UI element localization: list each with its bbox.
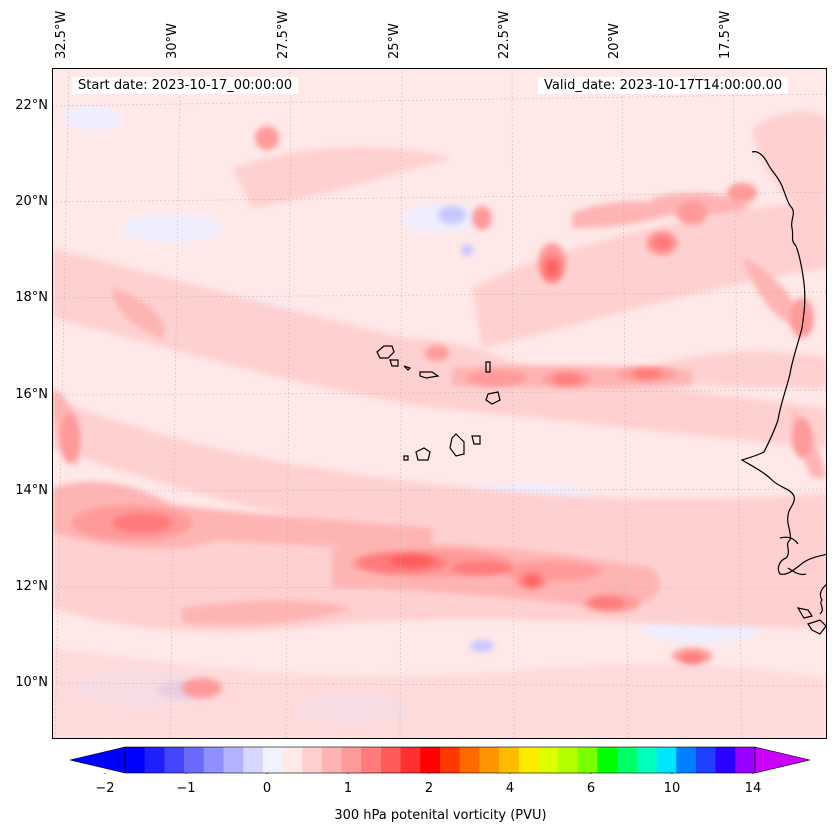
colorbar-cell [440, 747, 461, 773]
colorbar-cells [125, 747, 756, 773]
colorbar-extend-high [754, 746, 810, 774]
colorbar-cell [184, 747, 205, 773]
colorbar-cell [400, 747, 421, 773]
lon-label-17-5w: 17.5°W [718, 10, 733, 59]
lat-label-10n: 10°N [15, 675, 48, 690]
pv-red-cores [112, 235, 702, 663]
pv-strong-cores [390, 261, 557, 585]
start-date-label: Start date: 2023-10-17_00:00:00 [72, 77, 299, 94]
colorbar-cell [361, 747, 382, 773]
colorbar-frame [124, 746, 756, 774]
colorbar-cell [125, 747, 146, 773]
colorbar-cell [597, 747, 618, 773]
colorbar-title: 300 hPa potenital vorticity (PVU) [334, 808, 547, 823]
colorbar-cell [223, 747, 244, 773]
colorbar-cell [676, 747, 697, 773]
colorbar-cell [321, 747, 343, 773]
lon-label-30w: 30°W [165, 23, 180, 59]
colorbar-cell [380, 747, 402, 773]
lon-label-20w: 20°W [607, 23, 622, 59]
colorbar-tick-2: 2 [424, 781, 434, 796]
colorbar-cell [558, 747, 579, 773]
colorbar-cell [243, 747, 264, 773]
colorbar-tick-10: 10 [663, 781, 681, 796]
colorbar-tick-0: 0 [262, 781, 272, 796]
colorbar-tick-6: 6 [586, 781, 596, 796]
colorbar-cell [164, 747, 185, 773]
colorbar-cell [203, 747, 224, 773]
colorbar-cell [577, 747, 598, 773]
colorbar-cell [499, 747, 520, 773]
colorbar-cell [341, 747, 362, 773]
colorbar-tick-minus2: −2 [95, 781, 115, 796]
colorbar-cell [695, 747, 717, 773]
colorbar-cell [144, 747, 165, 773]
colorbar [70, 746, 810, 774]
colorbar-cell [459, 747, 480, 773]
cape-verde-islands [376, 345, 501, 461]
colorbar-cell [538, 747, 559, 773]
colorbar-cell [715, 747, 736, 773]
colorbar-tick-4: 4 [505, 781, 515, 796]
colorbar-cell [518, 747, 539, 773]
lon-label-32-5w: 32.5°W [54, 10, 69, 59]
colorbar-cell [420, 747, 441, 773]
colorbar-cell [617, 747, 638, 773]
colorbar-cell [262, 747, 283, 773]
colorbar-ticks [104, 773, 754, 774]
lat-label-20n: 20°N [15, 194, 48, 209]
valid-date-label: Valid_date: 2023-10-17T14:00:00.00 [538, 77, 789, 94]
lat-label-16n: 16°N [15, 387, 48, 402]
lon-label-27-5w: 27.5°W [276, 10, 291, 59]
colorbar-extend-low [70, 746, 126, 774]
lon-label-25w: 25°W [387, 23, 402, 59]
lon-label-22-5w: 22.5°W [497, 10, 512, 59]
lat-label-12n: 12°N [15, 579, 48, 594]
pv-map [52, 68, 827, 739]
lat-label-14n: 14°N [15, 483, 48, 498]
lat-label-22n: 22°N [15, 98, 48, 113]
colorbar-cell [302, 747, 323, 773]
coastline [740, 151, 827, 635]
colorbar-tick-1: 1 [343, 781, 353, 796]
lat-label-18n: 18°N [15, 290, 48, 305]
colorbar-cell [656, 747, 677, 773]
colorbar-cell [479, 747, 500, 773]
colorbar-tick-minus1: −1 [176, 781, 196, 796]
colorbar-cell [735, 747, 756, 773]
colorbar-tick-14: 14 [744, 781, 762, 796]
colorbar-cell [282, 747, 303, 773]
colorbar-cell [636, 747, 658, 773]
graticule [52, 68, 827, 739]
